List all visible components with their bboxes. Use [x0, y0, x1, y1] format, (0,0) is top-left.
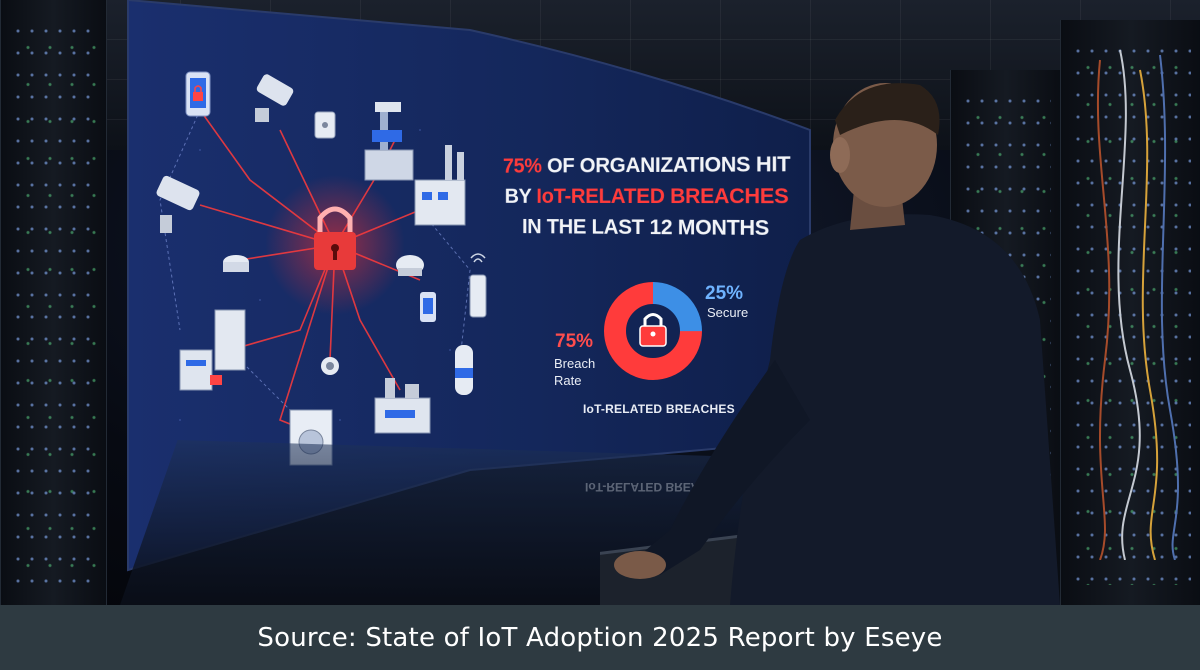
person-silhouette [600, 60, 1060, 605]
smart-sensor-icon [455, 345, 473, 395]
security-camera-icon [321, 357, 339, 375]
headline-line2-prefix: BY [505, 185, 537, 208]
source-caption: Source: State of IoT Adoption 2025 Repor… [257, 623, 942, 653]
smart-plug-icon [315, 112, 335, 138]
headline-percent: 75% [503, 155, 542, 178]
smart-speaker-icon [223, 255, 249, 272]
breach-percent: 75% [555, 331, 593, 353]
router-icon [396, 255, 424, 276]
photo-scene: 75% OF ORGANIZATIONS HIT BY IoT-RELATED … [0, 0, 1200, 605]
caption-bar: Source: State of IoT Adoption 2025 Repor… [0, 605, 1200, 670]
tablet-lock-icon [420, 292, 436, 322]
smartphone-lock-icon [186, 72, 210, 116]
